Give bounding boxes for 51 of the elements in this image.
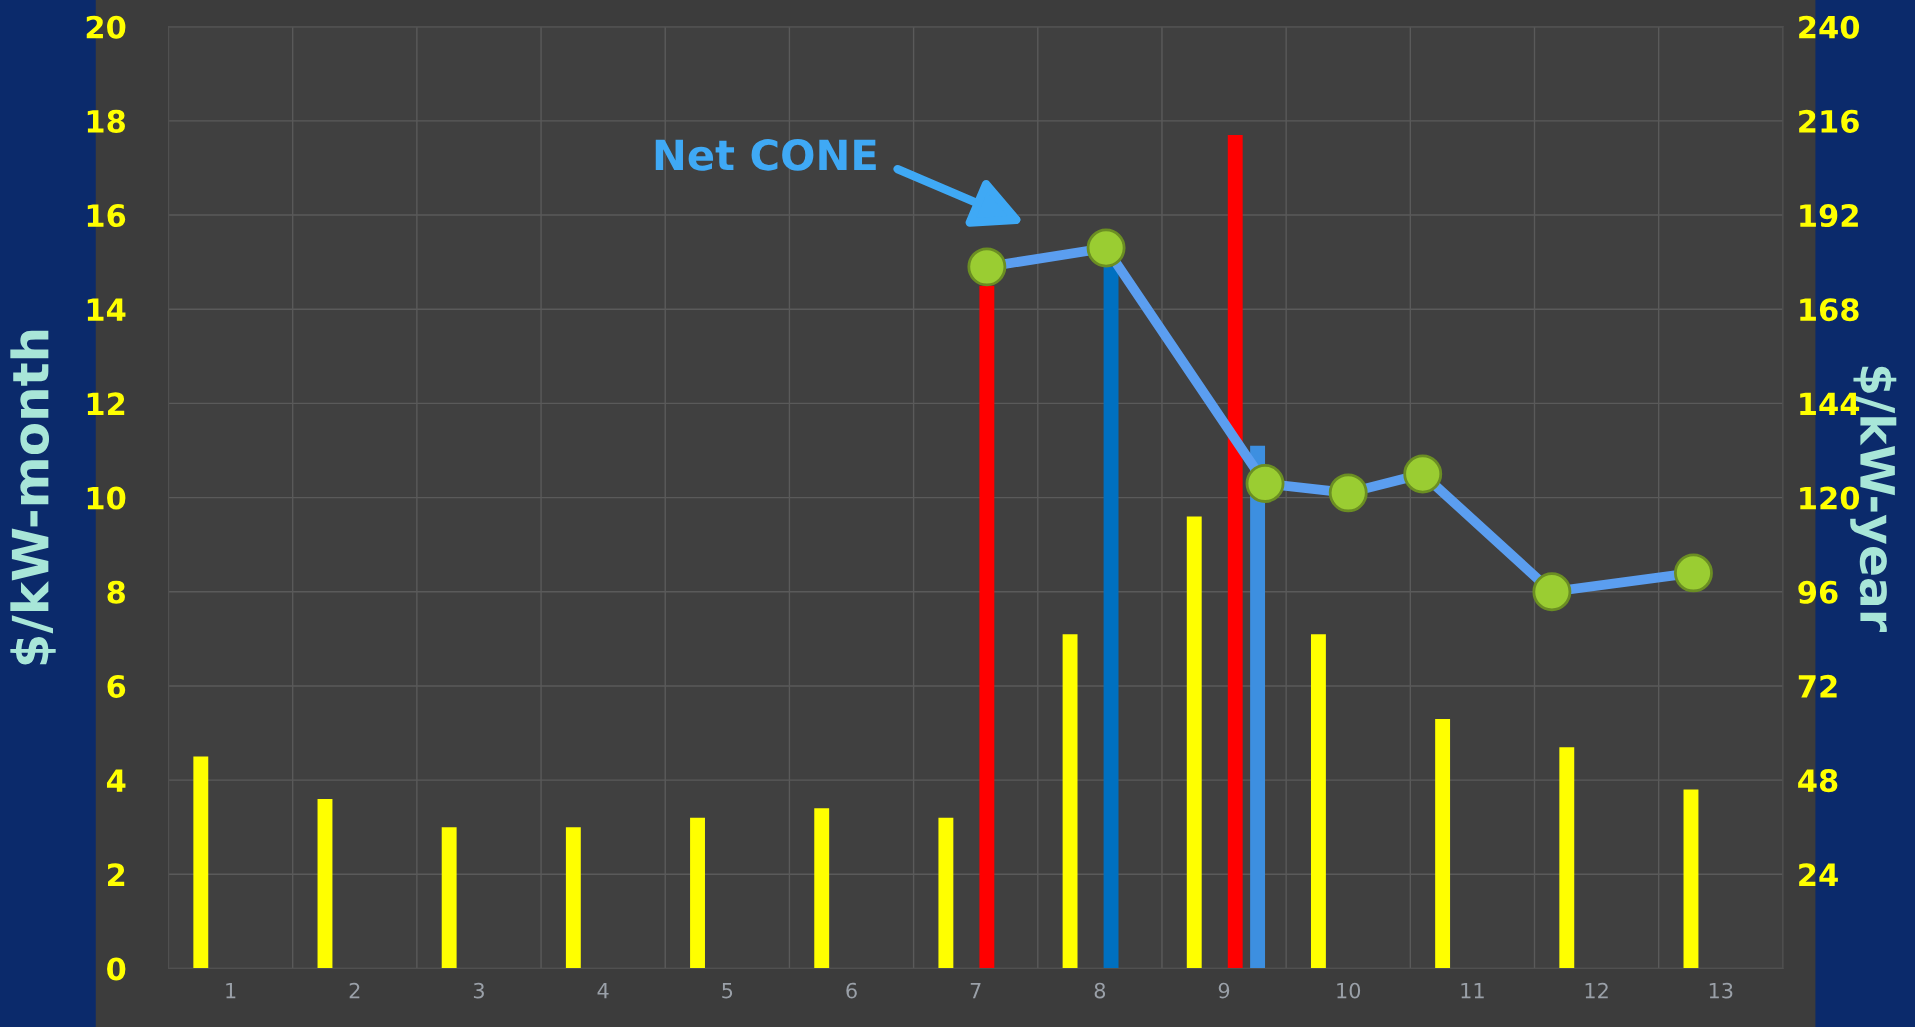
y-tick-label: 8	[107, 580, 125, 604]
y-tick-label: 14	[87, 298, 126, 321]
x-tick-label: 1	[226, 982, 236, 999]
y-tick-label: 6	[107, 674, 126, 698]
bar	[1310, 634, 1326, 969]
x-tick-label: 5	[722, 982, 733, 999]
x-tick-label: 6	[846, 982, 857, 999]
bar	[979, 285, 995, 969]
y-tick-label: 20	[86, 15, 126, 39]
y-tick-label: 16	[87, 204, 126, 228]
y2-tick-label: 48	[1798, 769, 1838, 793]
x-tick-label: 2	[349, 982, 360, 999]
x-tick-label: 11	[1461, 982, 1484, 999]
y2-tick-label: 96	[1798, 580, 1838, 604]
bar	[565, 827, 581, 969]
y2-tick-label: 240	[1799, 15, 1860, 39]
x-tick-label: 7	[970, 982, 981, 999]
bar	[814, 808, 830, 969]
bar	[193, 756, 209, 969]
y-tick-label: 12	[87, 392, 125, 416]
y-tick-label: 10	[87, 486, 126, 510]
bar	[1103, 266, 1119, 969]
bar	[1250, 445, 1266, 969]
x-tick-label: 4	[597, 982, 609, 999]
y2-tick-label: 168	[1800, 298, 1859, 322]
x-tick-label: 9	[1218, 982, 1230, 999]
bar	[1227, 135, 1243, 969]
bar	[1683, 789, 1699, 969]
x-tick-label: 10	[1337, 982, 1361, 999]
y-tick-label: 0	[107, 957, 126, 981]
bar	[938, 817, 954, 969]
bar	[1435, 718, 1451, 969]
y2-tick-label: 192	[1800, 203, 1858, 228]
y-tick-label: 2	[108, 863, 125, 886]
x-tick-label: 13	[1709, 982, 1733, 999]
bar	[317, 798, 333, 969]
bar	[1062, 634, 1078, 969]
bar	[441, 827, 457, 969]
x-tick-label: 8	[1094, 982, 1106, 999]
y2-tick-label: 216	[1799, 109, 1859, 133]
y-tick-label: 18	[87, 109, 125, 133]
bar	[1559, 747, 1575, 969]
bar	[1186, 516, 1202, 969]
y2-tick-label: 72	[1798, 674, 1837, 698]
bar	[690, 817, 705, 969]
y2-tick-label: 24	[1799, 863, 1838, 886]
x-tick-label: 12	[1585, 982, 1608, 999]
x-tick-label: 3	[473, 982, 484, 999]
y-tick-label: 4	[106, 769, 126, 792]
annotation: Net CONE	[655, 139, 876, 171]
y-axis-title: $/kW-month	[10, 330, 56, 665]
